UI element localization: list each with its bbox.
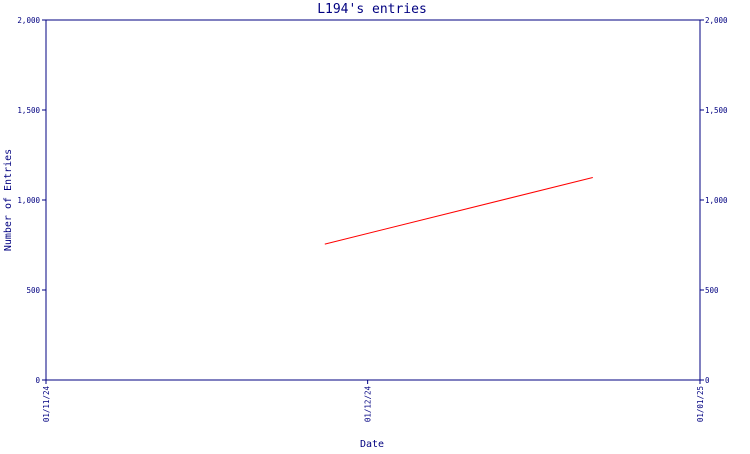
x-axis: 01/11/24 01/12/24 01/01/25 xyxy=(42,380,705,422)
y-tick-label-right: 0 xyxy=(705,376,710,385)
y-tick-label-right: 2,000 xyxy=(705,16,728,25)
y-tick-label-right: 1,000 xyxy=(705,196,728,205)
y-tick-label-right: 1,500 xyxy=(705,106,728,115)
series-layer xyxy=(324,177,593,245)
x-axis-label: Date xyxy=(360,439,384,450)
x-tick-label: 01/01/25 xyxy=(696,386,705,422)
y-axis-right: 0 500 1,000 1,500 2,000 xyxy=(700,16,728,385)
y-tick-label-left: 0 xyxy=(35,376,40,385)
y-tick-label-left: 1,500 xyxy=(17,106,40,115)
y-tick-label-left: 500 xyxy=(26,286,40,295)
y-axis-left: 0 500 1,000 1,500 2,000 xyxy=(17,16,46,385)
x-tick-label: 01/11/24 xyxy=(42,386,51,423)
y-tick-label-left: 1,000 xyxy=(17,196,40,205)
y-axis-label: Number of Entries xyxy=(3,149,14,251)
chart-title: L194's entries xyxy=(317,2,427,17)
series-line-0 xyxy=(324,177,593,245)
y-tick-label-right: 500 xyxy=(705,286,719,295)
x-tick-label: 01/12/24 xyxy=(364,386,373,423)
plot-area-frame xyxy=(45,19,701,381)
y-tick-label-left: 2,000 xyxy=(17,16,40,25)
